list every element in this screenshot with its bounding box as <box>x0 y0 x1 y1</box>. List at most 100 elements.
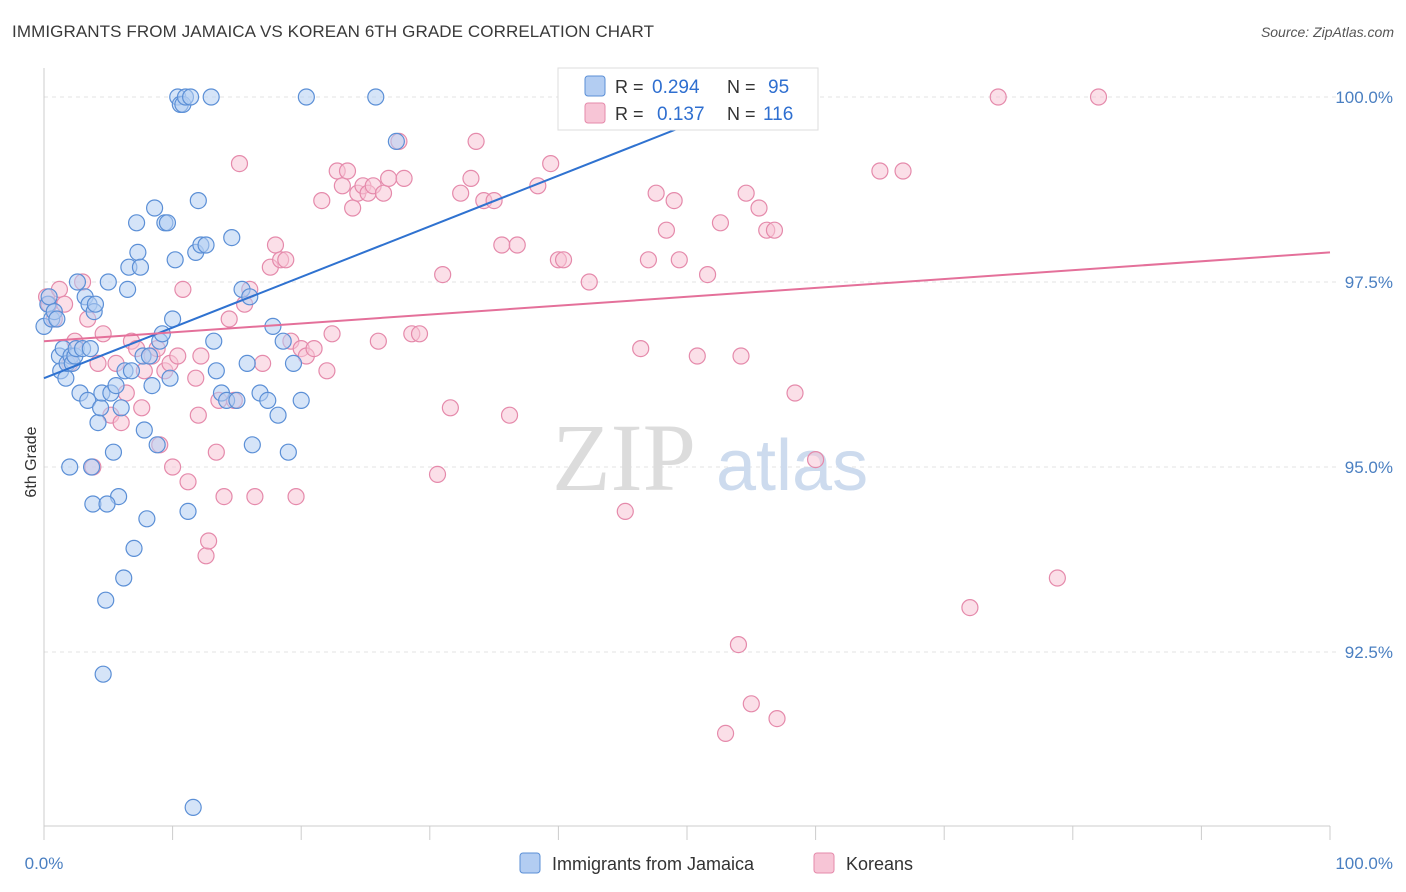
point-koreans <box>287 488 305 506</box>
point-jamaica <box>129 243 147 261</box>
point-jamaica <box>91 399 110 417</box>
point-koreans <box>338 162 357 180</box>
point-koreans <box>313 192 331 210</box>
point-koreans <box>197 547 215 565</box>
point-jamaica <box>112 399 130 417</box>
point-koreans <box>266 236 285 254</box>
point-jamaica <box>143 377 161 395</box>
point-jamaica <box>98 495 116 513</box>
point-koreans <box>200 532 218 550</box>
point-jamaica <box>99 273 117 291</box>
point-jamaica <box>202 88 220 106</box>
point-koreans <box>94 325 112 343</box>
source-credit: Source: ZipAtlas.com <box>1260 24 1394 40</box>
legend-swatch-jamaica <box>584 75 606 97</box>
point-jamaica <box>135 421 153 439</box>
grid <box>44 96 1340 653</box>
legend-r-label-2: R = <box>615 104 644 124</box>
point-jamaica <box>89 414 107 432</box>
point-koreans <box>711 214 730 232</box>
point-jamaica <box>179 502 197 520</box>
point-jamaica <box>238 354 256 372</box>
point-koreans <box>639 251 658 269</box>
point-koreans <box>246 488 264 506</box>
point-koreans <box>333 177 351 195</box>
point-koreans <box>187 369 205 387</box>
point-jamaica <box>161 369 179 387</box>
point-koreans <box>580 273 598 291</box>
point-jamaica <box>82 458 101 476</box>
point-koreans <box>493 236 511 254</box>
point-koreans <box>189 406 207 424</box>
point-koreans <box>318 362 336 380</box>
point-jamaica <box>79 391 97 409</box>
point-jamaica <box>125 539 143 558</box>
point-jamaica <box>387 132 405 150</box>
legend-r-value-2: 0.137 <box>657 104 705 125</box>
point-jamaica <box>140 347 159 365</box>
y-axis-title: 6th Grade <box>23 426 40 497</box>
point-koreans <box>395 169 413 187</box>
point-koreans <box>554 251 573 269</box>
data-points <box>35 88 1108 817</box>
point-koreans <box>732 347 750 365</box>
point-koreans <box>215 488 233 506</box>
watermark-zip: ZIP <box>552 404 696 511</box>
point-jamaica <box>145 199 164 217</box>
point-koreans <box>716 724 735 743</box>
legend-bottom-swatch-koreans <box>813 852 835 874</box>
point-jamaica <box>284 354 303 372</box>
watermark-atlas: atlas <box>716 426 868 506</box>
point-jamaica <box>115 569 133 587</box>
legend-bottom-label-koreans: Koreans <box>846 854 913 874</box>
tick-labels: 100.0% 97.5% 95.0% 92.5% 0.0% 100.0% <box>25 88 1393 873</box>
chart-title: IMMIGRANTS FROM JAMAICA VS KOREAN 6TH GR… <box>12 22 655 41</box>
point-jamaica <box>166 251 184 269</box>
point-koreans <box>894 162 912 180</box>
point-koreans <box>467 132 485 150</box>
point-jamaica <box>148 436 166 454</box>
x-tick-label: 100.0% <box>1335 854 1393 873</box>
legend-n-label-1: N = <box>727 77 756 97</box>
point-jamaica <box>274 332 292 350</box>
point-koreans <box>632 340 650 358</box>
point-koreans <box>133 399 151 417</box>
point-koreans <box>647 184 665 202</box>
point-koreans <box>508 236 526 254</box>
point-jamaica <box>127 214 146 232</box>
fit-line-koreans <box>43 251 1331 343</box>
point-jamaica <box>197 236 215 254</box>
point-koreans <box>737 184 755 202</box>
y-tick-label: 92.5% <box>1345 643 1393 662</box>
point-koreans <box>192 347 210 365</box>
point-koreans <box>410 325 429 343</box>
watermark: ZIP atlas <box>552 404 868 511</box>
point-koreans <box>698 266 717 284</box>
point-koreans <box>742 695 760 713</box>
point-koreans <box>1048 569 1066 587</box>
point-koreans <box>729 635 748 654</box>
point-koreans <box>616 502 634 520</box>
point-koreans <box>369 332 387 350</box>
point-koreans <box>220 310 238 328</box>
legend-n-label-2: N = <box>727 104 756 124</box>
point-koreans <box>344 199 362 217</box>
legend-bottom: Immigrants from Jamaica Koreans <box>519 852 913 874</box>
point-jamaica <box>223 229 241 247</box>
point-jamaica <box>131 258 150 276</box>
y-tick-label: 100.0% <box>1335 88 1393 107</box>
point-koreans <box>1089 88 1108 106</box>
point-koreans <box>665 192 683 210</box>
point-jamaica <box>259 391 277 409</box>
legend-r-label-1: R = <box>615 77 644 97</box>
point-jamaica <box>189 192 207 210</box>
point-koreans <box>230 155 249 173</box>
point-jamaica <box>61 458 79 476</box>
point-jamaica <box>107 377 125 395</box>
point-jamaica <box>182 88 200 106</box>
point-koreans <box>179 473 197 491</box>
point-jamaica <box>297 88 315 106</box>
point-jamaica <box>292 391 310 409</box>
point-koreans <box>750 199 768 217</box>
